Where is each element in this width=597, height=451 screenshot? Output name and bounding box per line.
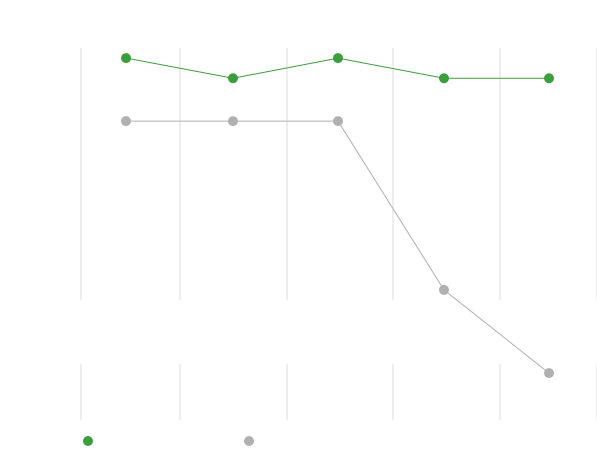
legend-item-2[interactable] [244,436,254,446]
series-2-point-5[interactable] [544,368,554,379]
legend-marker-1 [83,436,93,446]
series-1-point-1[interactable] [121,53,131,64]
grid-layer [80,48,597,420]
series-2-point-3[interactable] [333,116,343,127]
legend-item-1[interactable] [83,436,93,446]
series-2-point-4[interactable] [439,284,449,295]
series-2-point-1[interactable] [121,116,131,127]
series-layer [121,53,554,379]
series-1-point-4[interactable] [439,73,449,84]
chart-gap-band [0,300,597,364]
series-1-point-2[interactable] [228,73,238,84]
series-1 [121,53,554,84]
legend [83,436,254,446]
series-1-point-5[interactable] [544,73,554,84]
series-2-point-2[interactable] [228,116,238,127]
series-2 [121,116,554,379]
legend-marker-2 [244,436,254,446]
series-1-point-3[interactable] [333,53,343,64]
